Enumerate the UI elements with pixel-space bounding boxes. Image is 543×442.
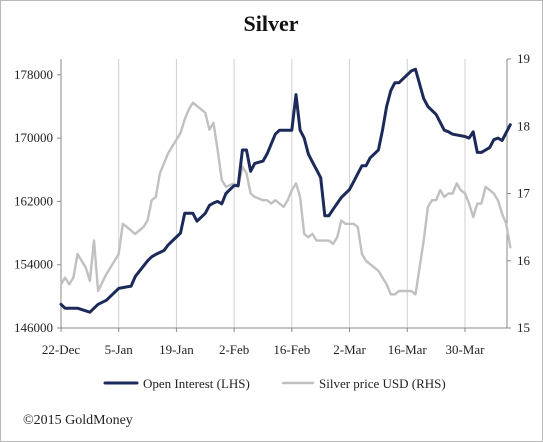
grid-layer: [60, 59, 466, 328]
x-tick-label: 2-Mar: [333, 342, 366, 357]
x-tick-label: 2-Feb: [219, 342, 249, 357]
x-tick-label: 16-Feb: [273, 342, 310, 357]
series-line-silver-price: [59, 101, 512, 296]
chart-title: Silver: [244, 11, 299, 36]
x-tick-label: 16-Mar: [388, 342, 428, 357]
y-right-tick-label: 19: [517, 51, 530, 66]
y-right-tick-label: 18: [517, 118, 530, 133]
y-right-tick-label: 15: [517, 320, 530, 335]
copyright-text: ©2015 GoldMoney: [23, 413, 133, 428]
legend-label: Silver price USD (RHS): [319, 376, 446, 391]
series-layer: [59, 67, 512, 314]
legend-item-silver-price: Silver price USD (RHS): [281, 376, 446, 391]
x-tick-label: 22-Dec: [42, 342, 80, 357]
y-left-tick-label: 154000: [14, 257, 53, 272]
legend-label: Open Interest (LHS): [143, 376, 250, 391]
y-left-tick-label: 162000: [14, 193, 53, 208]
y-left-tick-label: 146000: [14, 320, 53, 335]
x-tick-label: 5-Jan: [105, 342, 134, 357]
series-line-open-interest: [59, 67, 512, 314]
x-tick-label: 30-Mar: [445, 342, 485, 357]
legend: Open Interest (LHS) Silver price USD (RHS…: [103, 376, 446, 391]
y-right-tick-label: 16: [517, 253, 531, 268]
y-left-tick-label: 170000: [14, 130, 53, 145]
y-right-tick-label: 17: [517, 186, 531, 201]
legend-item-open-interest: Open Interest (LHS): [103, 376, 250, 391]
x-tick-label: 19-Jan: [159, 342, 194, 357]
ticks-layer: 146000 154000 162000 170000 178000 15 16 17 18 19…: [14, 51, 531, 357]
y-left-tick-label: 178000: [14, 67, 53, 82]
